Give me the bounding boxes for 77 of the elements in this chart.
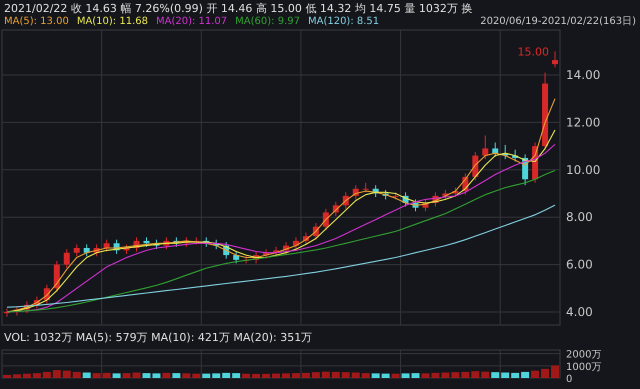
bar	[521, 372, 530, 378]
text: MA(120): 8.51	[308, 16, 380, 27]
candlestick	[64, 248, 70, 269]
bar	[152, 373, 160, 378]
y-tick-label: 1000万	[566, 362, 602, 373]
bar	[451, 372, 460, 378]
y-tick-label: 10.00	[566, 162, 600, 177]
bar	[132, 372, 141, 378]
candlestick	[362, 182, 369, 193]
y-tick-label: 14.00	[566, 68, 600, 82]
bar	[421, 373, 430, 378]
bar	[192, 374, 200, 378]
bar	[222, 372, 230, 378]
bar	[242, 374, 250, 378]
bar	[302, 372, 310, 378]
candlestick	[143, 236, 150, 248]
bar	[292, 373, 300, 378]
text: MA(5): 13.00	[4, 16, 69, 27]
y-tick-label: 2000万	[566, 350, 602, 361]
candlestick	[74, 244, 80, 257]
chart-title: VOL: 1032万 MA(5): 579万 MA(10): 421万 MA(20): 351万	[4, 331, 312, 344]
candlestick	[492, 142, 498, 158]
bar	[471, 371, 480, 378]
bar	[501, 372, 510, 378]
candlestick	[233, 251, 240, 264]
bar	[2, 374, 11, 378]
bar	[491, 372, 500, 378]
chart-subtitle: 2020/06/19-2021/02/22(163日)	[480, 16, 636, 27]
bar	[511, 372, 520, 378]
bar	[282, 373, 290, 378]
candlestick	[54, 260, 60, 292]
candlestick	[552, 50, 558, 68]
bar	[122, 373, 131, 378]
y-tick-label: 8.00	[566, 210, 593, 224]
bar	[42, 372, 51, 378]
text: MA(10): 11.68	[76, 16, 148, 27]
bar	[412, 373, 420, 378]
chart-title: 2021/02/22 收 14.63 幅 7.26%(0.99) 开 14.46 高 15.00 低 14.32 均 14.75 量 1032万 换	[4, 2, 472, 15]
bar	[531, 370, 540, 378]
bar	[392, 374, 400, 378]
bar	[441, 372, 450, 378]
bar	[232, 373, 240, 378]
y-tick-label: 6.00	[566, 258, 593, 272]
text: MA(20): 11.07	[156, 16, 228, 27]
bar	[481, 372, 490, 378]
bar	[541, 368, 550, 378]
bar	[402, 373, 410, 378]
bar	[461, 372, 470, 378]
bar	[372, 373, 380, 378]
y-tick-label: 12.00	[566, 115, 600, 130]
bar	[312, 372, 320, 378]
bar	[92, 373, 101, 378]
bar	[112, 373, 121, 378]
y-tick-label: 4.00	[566, 304, 593, 319]
bar	[332, 372, 340, 378]
bar	[322, 372, 330, 378]
text: MA(60): 9.97	[235, 16, 300, 27]
bar	[431, 372, 440, 378]
bar	[142, 373, 150, 378]
bar	[172, 373, 180, 378]
bar	[362, 373, 370, 378]
bar	[182, 373, 190, 378]
bar	[162, 372, 170, 378]
bar	[52, 370, 61, 378]
candlestick	[482, 134, 488, 160]
bar	[102, 372, 111, 378]
y-tick-label: 0	[566, 374, 572, 385]
bar	[382, 374, 390, 378]
bar	[252, 374, 260, 378]
bar	[551, 365, 560, 378]
bar	[272, 374, 280, 378]
bar	[22, 374, 31, 378]
bar	[12, 374, 21, 378]
bar	[82, 372, 91, 378]
bar	[32, 373, 41, 378]
annotation: 15.00	[518, 45, 550, 58]
bar	[262, 374, 270, 378]
